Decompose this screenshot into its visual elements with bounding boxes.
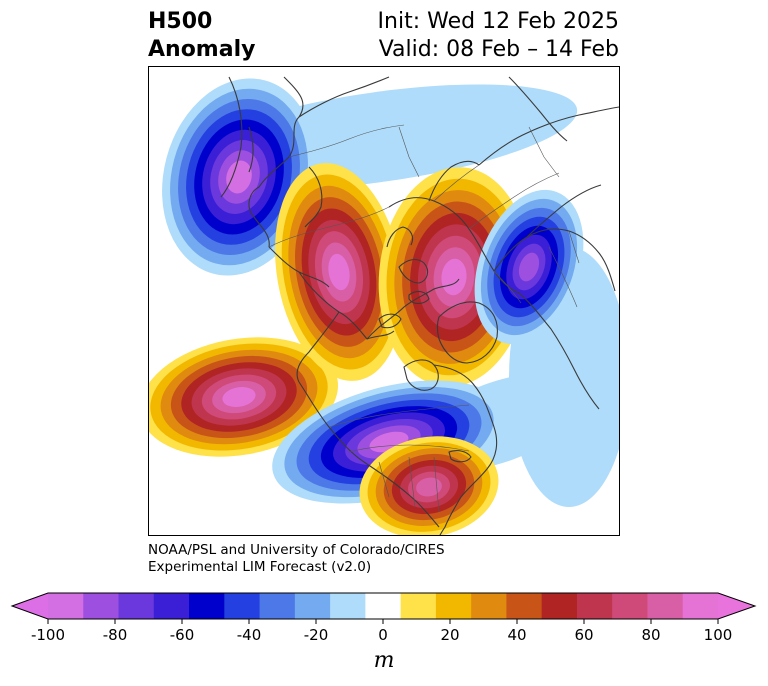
field-name: H500 — [148, 9, 213, 34]
colorbar-tick-label: 40 — [507, 626, 526, 644]
colorbar-segment — [682, 593, 719, 619]
map-canvas — [149, 76, 619, 535]
colorbar-segment — [294, 593, 331, 619]
coastlines — [220, 76, 619, 535]
colorbar-segment — [435, 593, 472, 619]
colorbar-tick-label: -100 — [31, 626, 65, 644]
anomaly-center-atlantic — [518, 252, 540, 282]
colorbar-tick-label: 80 — [641, 626, 660, 644]
credit-text: NOAA/PSL and University of Colorado/CIRE… — [148, 542, 445, 576]
colorbar-tick-label: -80 — [103, 626, 128, 644]
valid-range: Valid: 08 Feb – 14 Feb — [378, 37, 619, 62]
colorbar-segment — [118, 593, 155, 619]
colorbar-segment — [259, 593, 296, 619]
anomaly-center-siberia — [222, 387, 256, 407]
colorbar-segment — [541, 593, 578, 619]
init-date: Init: Wed 12 Feb 2025 — [377, 9, 619, 34]
colorbar-segment — [647, 593, 684, 619]
field-type: Anomaly — [148, 37, 256, 62]
credit-line-1: NOAA/PSL and University of Colorado/CIRE… — [148, 542, 445, 558]
colorbar-segment — [224, 593, 261, 619]
country-borders — [268, 124, 580, 513]
colorbar: -100 -80 -60 -40 -20 0 20 40 60 80 100 — [10, 592, 757, 644]
colorbar-segment — [189, 593, 225, 619]
colorbar-segment — [471, 593, 507, 619]
colorbar-segment — [153, 593, 190, 619]
anomaly-center-bering — [328, 253, 350, 291]
colorbar-segment — [330, 593, 366, 619]
title-left: H500 Anomaly — [148, 8, 255, 64]
colorbar-tick-label: 20 — [440, 626, 459, 644]
colorbar-unit-label: m — [373, 648, 395, 673]
colorbar-segment — [83, 593, 120, 619]
colorbar-tick-label: 0 — [378, 626, 388, 644]
colorbar-segment — [365, 593, 402, 619]
anomaly-contours — [149, 78, 619, 535]
colorbar-tick-label: 100 — [704, 626, 733, 644]
colorbar-tick-label: -40 — [237, 626, 262, 644]
colorbar-segment — [612, 593, 648, 619]
anomaly-map — [148, 66, 620, 536]
colorbar-segment — [48, 593, 84, 619]
colorbar-segment — [400, 593, 437, 619]
colorbar-tick-label: -20 — [304, 626, 329, 644]
colorbar-extend-high — [718, 593, 755, 619]
colorbar-tick-label: 60 — [574, 626, 593, 644]
colorbar-tick-label: -60 — [170, 626, 195, 644]
credit-line-2: Experimental LIM Forecast (v2.0) — [148, 559, 372, 575]
anomaly-center-southeast — [416, 477, 442, 497]
colorbar-segment — [576, 593, 613, 619]
title-right: Init: Wed 12 Feb 2025 Valid: 08 Feb – 14… — [378, 8, 619, 64]
colorbar-segment — [506, 593, 543, 619]
colorbar-extend-low — [12, 593, 48, 619]
anomaly-center-okhotsk — [226, 160, 252, 194]
